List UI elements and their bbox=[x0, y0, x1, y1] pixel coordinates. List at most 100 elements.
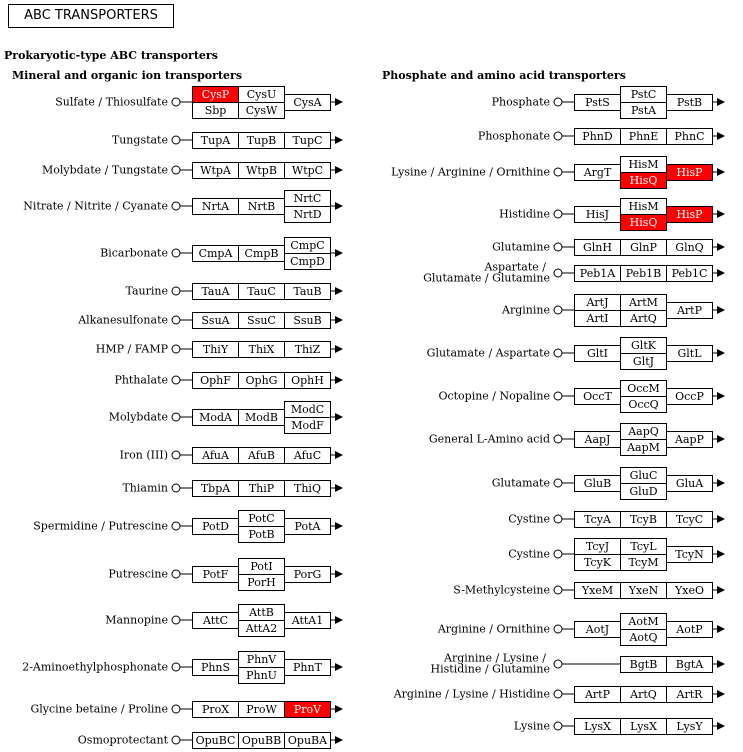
gene-box[interactable]: GlnH bbox=[574, 239, 621, 256]
gene-box[interactable]: ModC bbox=[284, 401, 331, 418]
gene-box[interactable]: AttA2 bbox=[238, 620, 285, 637]
gene-box[interactable]: OccT bbox=[574, 388, 621, 405]
gene-box[interactable]: ModA bbox=[192, 409, 239, 426]
gene-box[interactable]: HisJ bbox=[574, 206, 621, 223]
gene-box[interactable]: SsuB bbox=[284, 312, 331, 329]
gene-box[interactable]: LysY bbox=[666, 718, 713, 735]
gene-box[interactable]: ProX bbox=[192, 701, 239, 718]
gene-box[interactable]: ArtP bbox=[574, 686, 621, 703]
gene-box[interactable]: PhnU bbox=[238, 667, 285, 684]
gene-box[interactable]: PhnC bbox=[666, 128, 713, 145]
gene-box[interactable]: CysW bbox=[238, 102, 285, 119]
gene-box[interactable]: ArtM bbox=[620, 294, 667, 311]
gene-box[interactable]: TcyL bbox=[620, 538, 667, 555]
gene-box[interactable]: TcyA bbox=[574, 511, 621, 528]
gene-box[interactable]: PotB bbox=[238, 526, 285, 543]
gene-box[interactable]: GltI bbox=[574, 345, 621, 362]
gene-box[interactable]: NrtA bbox=[192, 198, 239, 215]
gene-box[interactable]: ArtQ bbox=[620, 310, 667, 327]
gene-box[interactable]: HisP bbox=[666, 164, 713, 181]
gene-box[interactable]: WtpC bbox=[284, 162, 331, 179]
gene-box[interactable]: PhnV bbox=[238, 651, 285, 668]
gene-box[interactable]: GluD bbox=[620, 483, 667, 500]
gene-box[interactable]: CmpD bbox=[284, 253, 331, 270]
gene-box[interactable]: WtpB bbox=[238, 162, 285, 179]
gene-box[interactable]: OccP bbox=[666, 388, 713, 405]
gene-box[interactable]: WtpA bbox=[192, 162, 239, 179]
gene-box[interactable]: CysP bbox=[192, 86, 239, 103]
gene-box[interactable]: LysX bbox=[620, 718, 667, 735]
gene-box[interactable]: CmpA bbox=[192, 245, 239, 262]
gene-box[interactable]: AttC bbox=[192, 612, 239, 629]
gene-box[interactable]: PstA bbox=[620, 102, 667, 119]
gene-box[interactable]: TcyJ bbox=[574, 538, 621, 555]
gene-box[interactable]: GluC bbox=[620, 467, 667, 484]
gene-box[interactable]: PstC bbox=[620, 86, 667, 103]
gene-box[interactable]: GluB bbox=[574, 475, 621, 492]
gene-box[interactable]: AfuB bbox=[238, 447, 285, 464]
gene-box[interactable]: HisM bbox=[620, 156, 667, 173]
gene-box[interactable]: TupB bbox=[238, 132, 285, 149]
gene-box[interactable]: GltK bbox=[620, 337, 667, 354]
gene-box[interactable]: CysU bbox=[238, 86, 285, 103]
gene-box[interactable]: TcyM bbox=[620, 554, 667, 571]
gene-box[interactable]: TauB bbox=[284, 283, 331, 300]
gene-box[interactable]: TupC bbox=[284, 132, 331, 149]
gene-box[interactable]: AfuA bbox=[192, 447, 239, 464]
gene-box[interactable]: PhnT bbox=[284, 659, 331, 676]
gene-box[interactable]: Peb1A bbox=[574, 265, 621, 282]
gene-box[interactable]: ThiX bbox=[238, 341, 285, 358]
gene-box[interactable]: ThiP bbox=[238, 480, 285, 497]
gene-box[interactable]: AfuC bbox=[284, 447, 331, 464]
gene-box[interactable]: PstS bbox=[574, 94, 621, 111]
gene-box[interactable]: AapP bbox=[666, 431, 713, 448]
gene-box[interactable]: HisQ bbox=[620, 214, 667, 231]
gene-box[interactable]: OpuBB bbox=[238, 732, 285, 749]
gene-box[interactable]: AapM bbox=[620, 439, 667, 456]
gene-box[interactable]: AotQ bbox=[620, 629, 667, 646]
gene-box[interactable]: SsuA bbox=[192, 312, 239, 329]
gene-box[interactable]: PorG bbox=[284, 566, 331, 583]
gene-box[interactable]: AotJ bbox=[574, 621, 621, 638]
gene-box[interactable]: ArgT bbox=[574, 164, 621, 181]
gene-box[interactable]: CmpC bbox=[284, 237, 331, 254]
gene-box[interactable]: AotM bbox=[620, 613, 667, 630]
gene-box[interactable]: GltJ bbox=[620, 353, 667, 370]
gene-box[interactable]: GluA bbox=[666, 475, 713, 492]
gene-box[interactable]: CmpB bbox=[238, 245, 285, 262]
gene-box[interactable]: LysX bbox=[574, 718, 621, 735]
gene-box[interactable]: PotD bbox=[192, 518, 239, 535]
gene-box[interactable]: HisQ bbox=[620, 172, 667, 189]
gene-box[interactable]: ArtR bbox=[666, 686, 713, 703]
gene-box[interactable]: Peb1B bbox=[620, 265, 667, 282]
gene-box[interactable]: BgtB bbox=[620, 656, 667, 673]
gene-box[interactable]: PotF bbox=[192, 566, 239, 583]
gene-box[interactable]: OpuBC bbox=[192, 732, 239, 749]
gene-box[interactable]: TupA bbox=[192, 132, 239, 149]
gene-box[interactable]: PhnD bbox=[574, 128, 621, 145]
gene-box[interactable]: PotA bbox=[284, 518, 331, 535]
gene-box[interactable]: AapQ bbox=[620, 423, 667, 440]
gene-box[interactable]: AttA1 bbox=[284, 612, 331, 629]
gene-box[interactable]: GlnP bbox=[620, 239, 667, 256]
gene-box[interactable]: HisP bbox=[666, 206, 713, 223]
gene-box[interactable]: PhnE bbox=[620, 128, 667, 145]
gene-box[interactable]: AotP bbox=[666, 621, 713, 638]
gene-box[interactable]: ArtP bbox=[666, 302, 713, 319]
gene-box[interactable]: BgtA bbox=[666, 656, 713, 673]
gene-box[interactable]: Peb1C bbox=[666, 265, 713, 282]
gene-box[interactable]: GltL bbox=[666, 345, 713, 362]
gene-box[interactable]: TauC bbox=[238, 283, 285, 300]
gene-box[interactable]: PotC bbox=[238, 510, 285, 527]
gene-box[interactable]: GlnQ bbox=[666, 239, 713, 256]
gene-box[interactable]: PhnS bbox=[192, 659, 239, 676]
gene-box[interactable]: ProV bbox=[284, 701, 331, 718]
gene-box[interactable]: CysA bbox=[284, 94, 331, 111]
gene-box[interactable]: AapJ bbox=[574, 431, 621, 448]
gene-box[interactable]: TauA bbox=[192, 283, 239, 300]
gene-box[interactable]: PstB bbox=[666, 94, 713, 111]
gene-box[interactable]: OphF bbox=[192, 372, 239, 389]
gene-box[interactable]: ThiY bbox=[192, 341, 239, 358]
gene-box[interactable]: TbpA bbox=[192, 480, 239, 497]
gene-box[interactable]: YxeM bbox=[574, 582, 621, 599]
